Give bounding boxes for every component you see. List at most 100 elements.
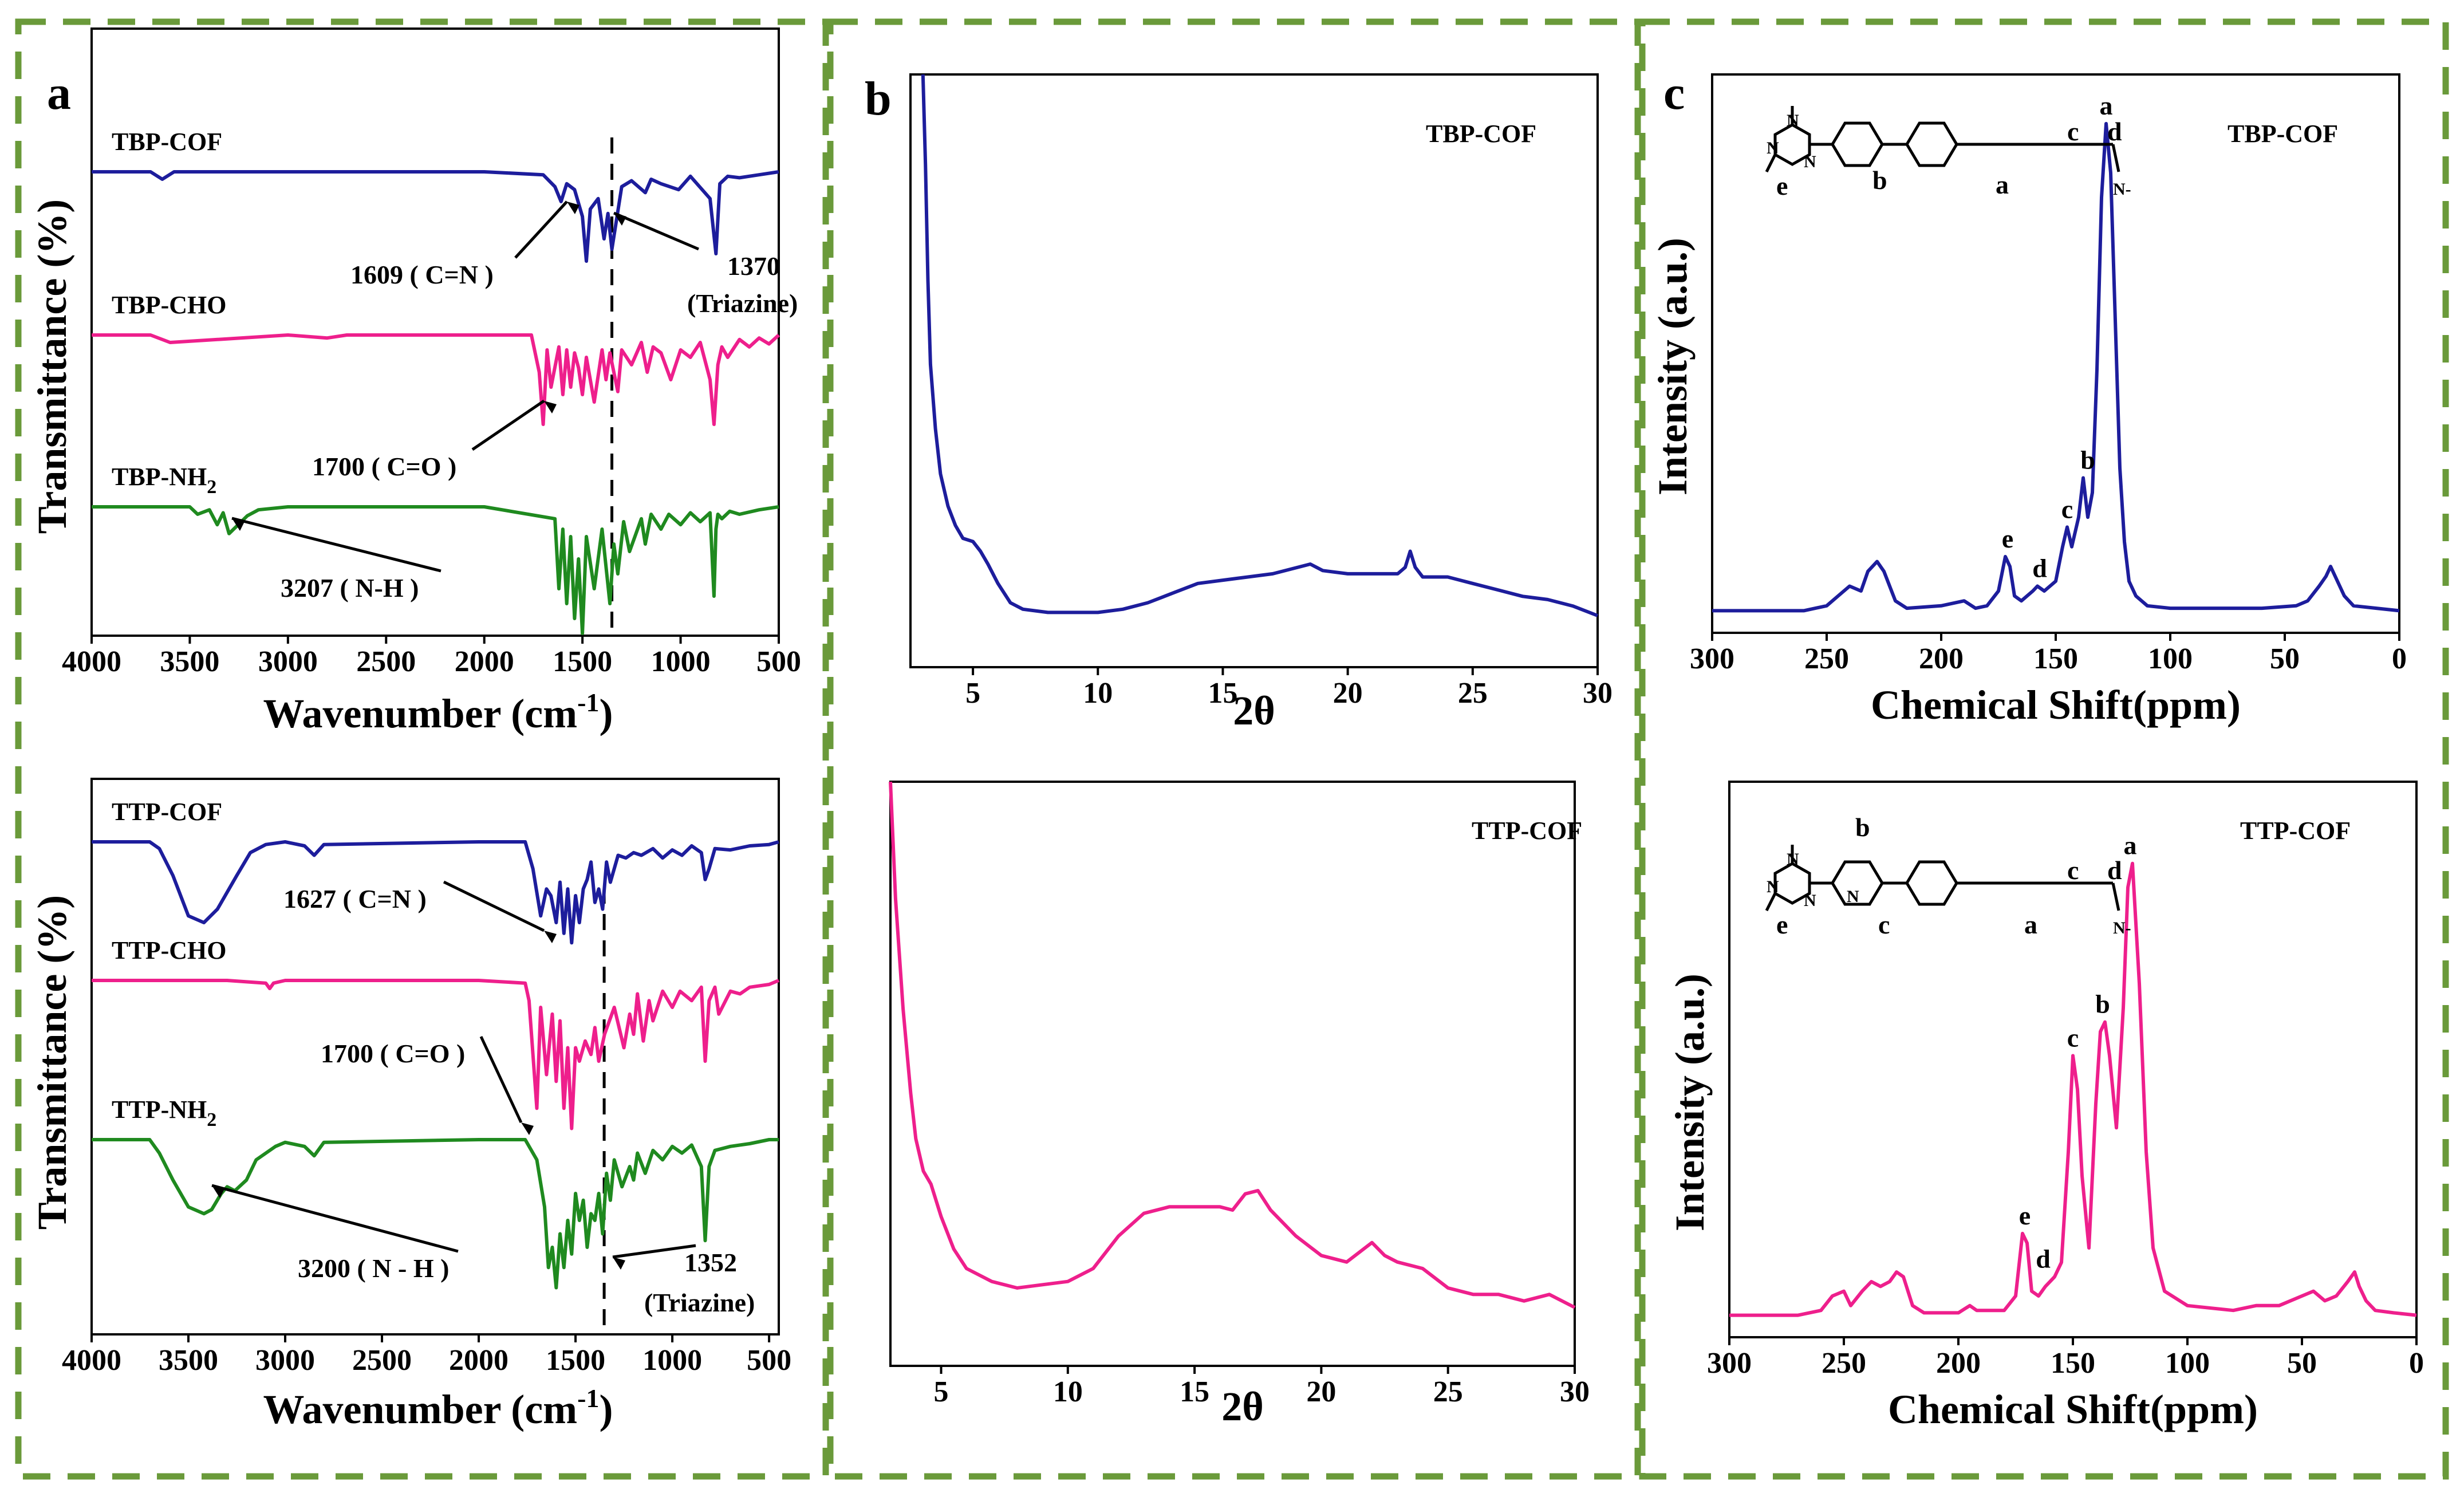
ftir-tbp-annotation-arrowhead <box>614 213 626 226</box>
xrd-tbp-xtick-label: 10 <box>1083 677 1113 710</box>
ftir-ttp-annotation-arrowhead <box>521 1122 534 1135</box>
xrd-ttp-xtick-label: 30 <box>1560 1376 1590 1408</box>
ftir-tbp-xtick-label: 1000 <box>651 645 711 678</box>
nmr-ttp-xtick-label: 300 <box>1707 1347 1752 1380</box>
panel-label-b: b <box>865 72 892 125</box>
ftir-ttp-series-label-sub: 2 <box>207 1109 216 1130</box>
nmr-tbp-peak-label-c: c <box>2061 494 2073 523</box>
nmr-tbp-series-line <box>1712 121 2400 613</box>
ftir-ttp-xtick-label: 1500 <box>546 1344 605 1377</box>
ftir-tbp-series-label-main: TBP-CHO <box>112 291 226 319</box>
struct-label-d: d <box>2107 117 2122 146</box>
nmr-ttp-title: TTP-COF <box>2240 817 2351 845</box>
ftir-ttp-xtick-label: 2500 <box>352 1344 412 1377</box>
ftir-tbp-xtick-label: 3500 <box>160 645 219 678</box>
nmr-tbp-xtick-label: 150 <box>2033 643 2078 675</box>
ftir-ttp-axes-frame <box>90 778 780 1336</box>
nmr-ttp-xtick-label: 200 <box>1936 1347 1981 1380</box>
nmr-tbp-ylabel: Intensity (a.u.) <box>1650 238 1696 495</box>
xrd-tbp-xtick-label: 15 <box>1208 677 1237 710</box>
nmr-tbp-xtick-label: 200 <box>1919 643 1964 675</box>
ftir-ttp-xtick-label: 4000 <box>62 1344 121 1377</box>
frame-panel-a <box>15 18 829 1480</box>
ftir-ttp-xtick-label: 1000 <box>642 1344 702 1377</box>
xrd-tbp-title: TBP-COF <box>1426 120 1536 148</box>
ftir-tbp-annotation-arrow <box>471 399 545 451</box>
ftir-tbp-annotation-text: 3207 ( N-H ) <box>281 573 419 602</box>
ftir-ttp-xtick-label: 2000 <box>449 1344 508 1377</box>
frame-panel-b <box>827 18 1641 1480</box>
ftir-tbp-xtick-label: 1500 <box>553 645 612 678</box>
xrd-tbp-axes-frame <box>909 73 1599 668</box>
ftir-ttp-xtick-label: 3000 <box>255 1344 315 1377</box>
xrd-ttp-axes-frame <box>889 781 1576 1367</box>
ftir-tbp-series-tbp-cof <box>92 170 779 263</box>
ftir-ttp-annotation-text: 1700 ( C=O ) <box>321 1039 465 1068</box>
ftir-tbp-xtick-label: 500 <box>756 645 801 678</box>
xrd-tbp-xtick-label: 20 <box>1333 677 1363 710</box>
ftir-ttp-series-ttp-cho <box>92 979 780 1130</box>
nmr-ttp-xlabel: Chemical Shift(ppm) <box>1888 1386 2258 1432</box>
ftir-ttp-series-ttp-cof <box>92 840 779 945</box>
struct-label-c2: c <box>2067 856 2079 885</box>
ftir-ttp-series-label-main: TTP-NH <box>112 1096 207 1124</box>
xrd-tbp-series-line <box>921 74 1599 617</box>
atom-n: N <box>1787 111 1799 130</box>
ftir-tbp-annotation-text2: (Triazine) <box>687 289 798 318</box>
ftir-ttp-xtick-label: 3500 <box>159 1344 218 1377</box>
ftir-tbp-series-label-tbp-cof: TBP-COF <box>112 128 222 156</box>
xrd-ttp-xtick-label: 20 <box>1306 1376 1336 1408</box>
ftir-ttp-ylabel: Transmittance (%) <box>29 895 75 1230</box>
struct-label-d: d <box>2107 856 2122 885</box>
xrd-tbp-chart: 5 10 15 20 25 30 <box>909 73 1613 710</box>
ftir-tbp-annotation-text: 1700 ( C=O ) <box>312 452 456 481</box>
ftir-tbp-annotation-text: 1609 ( C=N ) <box>350 260 494 289</box>
atom-n: N <box>1767 877 1779 896</box>
struct-label-c: c <box>1878 910 1890 939</box>
ftir-tbp-series-label-tbp-cho: TBP-CHO <box>112 291 226 319</box>
ftir-tbp-axes-frame <box>90 27 780 637</box>
ftir-ttp-series-label-main: TTP-CHO <box>112 936 226 964</box>
nmr-tbp-xtick-label: 250 <box>1804 643 1849 675</box>
tbp-imine-bond <box>2111 144 2120 172</box>
struct-label-a: a <box>1996 170 2009 199</box>
ftir-tbp-series-tbp-cho <box>92 333 780 426</box>
nmr-ttp-peak-label-a: a <box>2124 831 2137 860</box>
nmr-tbp-peak-label-b: b <box>2080 445 2095 474</box>
tbp-bond <box>1765 153 1777 173</box>
ftir-tbp-ylabel: Transmittance (%) <box>29 199 75 534</box>
ftir-ttp-xlabel-sup: -1 <box>577 1384 599 1413</box>
struct-label-a: a <box>2024 910 2037 939</box>
struct-label-e: e <box>1776 910 1788 939</box>
xrd-ttp-xtick-label: 10 <box>1053 1376 1083 1408</box>
nmr-ttp-xtick-label: 250 <box>1822 1347 1866 1380</box>
xrd-ttp-title: TTP-COF <box>1472 817 1582 845</box>
ftir-ttp-series-label-main: TTP-COF <box>112 798 222 826</box>
ftir-ttp-series-label-ttp-nh2: TTP-NH2 <box>112 1096 216 1130</box>
nmr-tbp-peak-label-a: a <box>2100 91 2113 120</box>
xrd-ttp-xtick-label: 15 <box>1180 1376 1209 1408</box>
ftir-ttp-annotation-arrowhead <box>544 931 557 943</box>
ftir-ttp-annotation-arrowhead <box>613 1257 625 1270</box>
struct-label-e: e <box>1776 171 1788 200</box>
ftir-tbp-xlabel-main: Wavenumber (cm <box>263 691 578 736</box>
xrd-tbp-xtick-label: 25 <box>1458 677 1488 710</box>
nmr-tbp-title: TBP-COF <box>2228 120 2338 148</box>
ftir-tbp-annotation-arrowhead <box>544 401 557 413</box>
ftir-ttp-series-label-ttp-cof: TTP-COF <box>112 798 222 826</box>
panel-label-a: a <box>47 66 71 120</box>
struct-label-c: c <box>2067 117 2079 146</box>
ftir-ttp-annotation-text: 3200 ( N - H ) <box>298 1254 449 1283</box>
xrd-ttp-xlabel: 2θ <box>1221 1384 1264 1429</box>
nmr-tbp-peak-label-d: d <box>2032 553 2047 582</box>
struct-label-b: b <box>1872 166 1887 195</box>
ftir-tbp-series-label-sub: 2 <box>207 476 216 498</box>
ftir-ttp-series-label-ttp-cho: TTP-CHO <box>112 936 226 964</box>
ftir-ttp-xlabel: Wavenumber (cm-1) <box>263 1384 613 1432</box>
nmr-ttp-xtick-label: 50 <box>2287 1347 2317 1380</box>
xrd-ttp-series-line <box>889 781 1576 1309</box>
